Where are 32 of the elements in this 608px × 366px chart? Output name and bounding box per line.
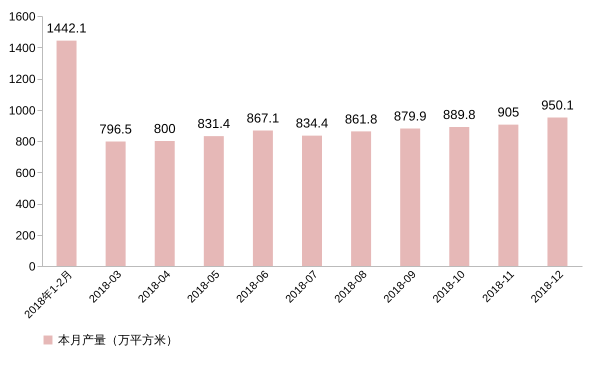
data-label: 905 xyxy=(498,104,520,120)
data-label: 889.8 xyxy=(443,106,476,122)
bar xyxy=(498,124,518,266)
data-label: 879.9 xyxy=(394,108,426,124)
y-tick-label: 600 xyxy=(15,166,36,180)
data-label: 950.1 xyxy=(541,98,574,113)
bar xyxy=(400,128,420,266)
data-label: 834.4 xyxy=(296,116,328,131)
legend-label: 本月产量（万平方米） xyxy=(58,333,178,347)
data-label: 800 xyxy=(154,121,176,136)
y-tick-label: 1200 xyxy=(8,72,36,86)
data-label: 831.4 xyxy=(198,116,230,132)
y-tick-label: 400 xyxy=(15,197,36,211)
bar xyxy=(252,130,273,266)
bar xyxy=(449,126,470,266)
y-tick-label: 1600 xyxy=(8,10,36,24)
data-label: 796.5 xyxy=(99,122,132,137)
data-label: 867.1 xyxy=(246,110,280,126)
bar xyxy=(302,136,322,266)
bar xyxy=(547,118,568,266)
bar xyxy=(106,142,126,266)
bar xyxy=(56,40,77,266)
y-tick-label: 1000 xyxy=(8,103,36,118)
bar xyxy=(154,141,175,266)
y-tick-label: 0 xyxy=(28,260,36,274)
data-label: 1442.1 xyxy=(46,20,86,36)
y-tick-label: 800 xyxy=(15,134,36,148)
y-tick-label: 1400 xyxy=(8,40,36,55)
bar xyxy=(204,136,224,266)
bar xyxy=(351,131,372,266)
data-label: 861.8 xyxy=(344,111,378,126)
y-tick-label: 200 xyxy=(15,228,36,242)
